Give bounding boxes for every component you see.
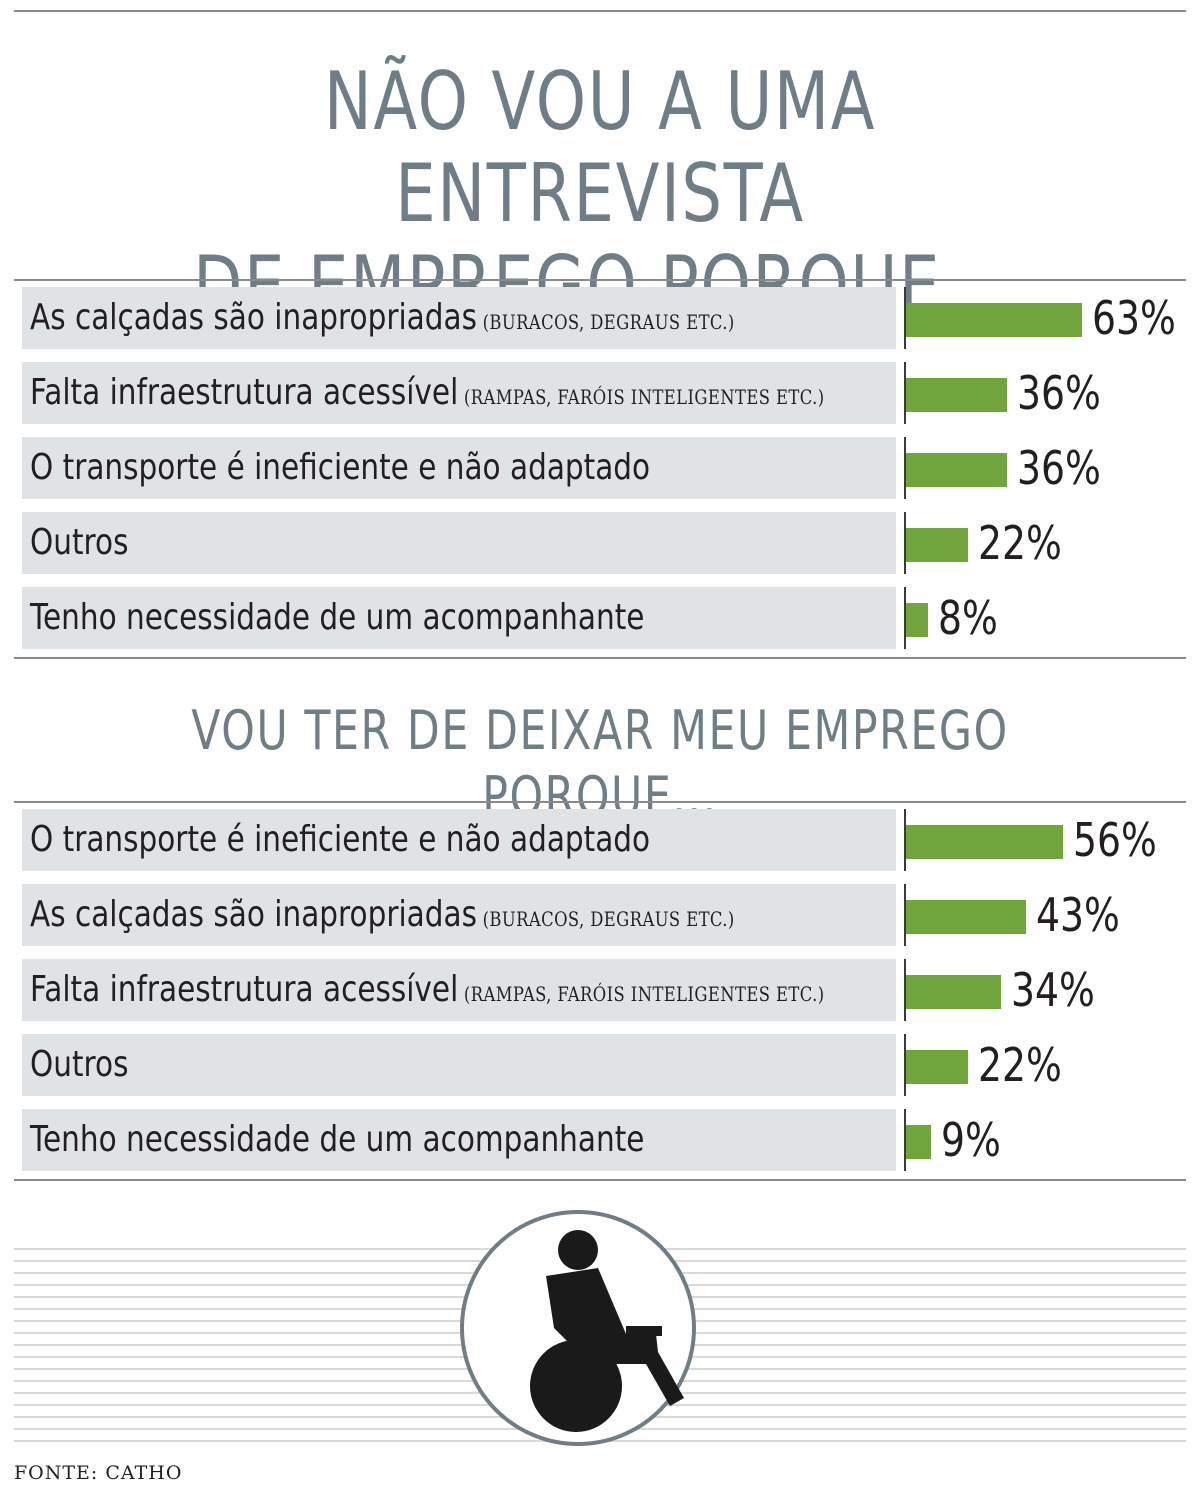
bar-value-label: 9% xyxy=(941,1113,1002,1167)
wheelchair-icon xyxy=(460,1210,696,1446)
category-note: (RAMPAS, FARÓIS INTELIGENTES ETC.) xyxy=(458,982,825,1006)
category-label: Falta infraestrutura acessível (RAMPAS, … xyxy=(30,362,825,428)
category-label-text: Falta infraestrutura acessível xyxy=(30,969,459,1010)
category-label-background xyxy=(22,437,896,499)
bar-value-label: 22% xyxy=(977,1038,1062,1092)
bar-value-label: 43% xyxy=(1036,888,1121,942)
bar-axis xyxy=(904,809,906,871)
chart-2-top-rule xyxy=(14,801,1186,803)
category-label-background xyxy=(22,884,896,946)
category-label: O transporte é ineficiente e não adaptad… xyxy=(30,437,650,499)
category-label: Outros xyxy=(30,512,128,574)
category-label-text: As calçadas são inapropriadas xyxy=(30,894,477,935)
category-note: (BURACOS, DEGRAUS ETC.) xyxy=(476,907,735,931)
bar xyxy=(906,975,1002,1009)
chart-1-title-line-1: NÃO VOU A UMA ENTREVISTA xyxy=(323,55,877,240)
bar-value-label: 56% xyxy=(1072,813,1157,867)
bar-axis xyxy=(904,1034,906,1096)
bar-row: Outros 22% xyxy=(22,1034,1192,1096)
category-label-text: Tenho necessidade de um acompanhante xyxy=(30,597,645,638)
bar-row: Outros 22% xyxy=(22,512,1192,574)
category-label: Falta infraestrutura acessível (RAMPAS, … xyxy=(30,959,825,1025)
bar-axis xyxy=(904,362,906,424)
category-label-background xyxy=(22,809,896,871)
bar xyxy=(906,1125,932,1159)
category-label-text: As calçadas são inapropriadas xyxy=(30,297,477,338)
chart-2-bottom-rule xyxy=(14,1179,1186,1181)
bar-row: Tenho necessidade de um acompanhante 8% xyxy=(22,587,1192,649)
bar xyxy=(906,900,1027,934)
category-label-background xyxy=(22,959,896,1021)
bar-row: As calçadas são inapropriadas (BURACOS, … xyxy=(22,884,1192,946)
bar-value-label: 63% xyxy=(1092,291,1177,345)
bar xyxy=(906,528,968,562)
bar-axis xyxy=(904,959,906,1021)
bar-row: Falta infraestrutura acessível (RAMPAS, … xyxy=(22,959,1192,1021)
category-label: Tenho necessidade de um acompanhante xyxy=(30,587,644,649)
category-label: O transporte é ineficiente e não adaptad… xyxy=(30,809,650,871)
bar xyxy=(906,378,1007,412)
category-label-text: Tenho necessidade de um acompanhante xyxy=(30,1119,645,1160)
chart-1-bottom-rule xyxy=(14,657,1186,659)
bar-row: O transporte é ineficiente e não adaptad… xyxy=(22,809,1192,871)
top-rule xyxy=(14,10,1186,12)
category-label-text: Falta infraestrutura acessível xyxy=(30,372,459,413)
category-note: (BURACOS, DEGRAUS ETC.) xyxy=(476,310,735,334)
category-label-text: Outros xyxy=(30,522,129,563)
bar-value-label: 34% xyxy=(1011,963,1096,1017)
category-label: As calçadas são inapropriadas (BURACOS, … xyxy=(30,884,735,950)
bar xyxy=(906,1050,968,1084)
bar xyxy=(906,453,1007,487)
bar-axis xyxy=(904,287,906,349)
bar-axis xyxy=(904,437,906,499)
bar-row: O transporte é ineficiente e não adaptad… xyxy=(22,437,1192,499)
bar xyxy=(906,303,1083,337)
bar-axis xyxy=(904,512,906,574)
category-label-background xyxy=(22,587,896,649)
bar-axis xyxy=(904,884,906,946)
category-label-background xyxy=(22,287,896,349)
chart-1-top-rule xyxy=(14,279,1186,281)
category-label-background xyxy=(22,512,896,574)
category-label-text: O transporte é ineficiente e não adaptad… xyxy=(30,819,651,860)
category-label-background xyxy=(22,362,896,424)
bar-value-label: 8% xyxy=(938,591,999,645)
bar-row: As calçadas são inapropriadas (BURACOS, … xyxy=(22,287,1192,349)
category-label-text: Outros xyxy=(30,1044,129,1085)
category-label-background xyxy=(22,1034,896,1096)
category-label: As calçadas são inapropriadas (BURACOS, … xyxy=(30,287,735,353)
source-note: FONTE: CATHO xyxy=(14,1462,183,1484)
bar xyxy=(906,603,929,637)
category-label-background xyxy=(22,1109,896,1171)
bar-axis xyxy=(904,1109,906,1171)
bar-value-label: 36% xyxy=(1016,366,1101,420)
category-note: (RAMPAS, FARÓIS INTELIGENTES ETC.) xyxy=(458,385,825,409)
category-label-text: O transporte é ineficiente e não adaptad… xyxy=(30,447,651,488)
bar-value-label: 22% xyxy=(977,516,1062,570)
category-label: Tenho necessidade de um acompanhante xyxy=(30,1109,644,1171)
bar-row: Tenho necessidade de um acompanhante 9% xyxy=(22,1109,1192,1171)
bar-row: Falta infraestrutura acessível (RAMPAS, … xyxy=(22,362,1192,424)
bar-axis xyxy=(904,587,906,649)
bar xyxy=(906,825,1063,859)
category-label: Outros xyxy=(30,1034,128,1096)
bar-value-label: 36% xyxy=(1016,441,1101,495)
